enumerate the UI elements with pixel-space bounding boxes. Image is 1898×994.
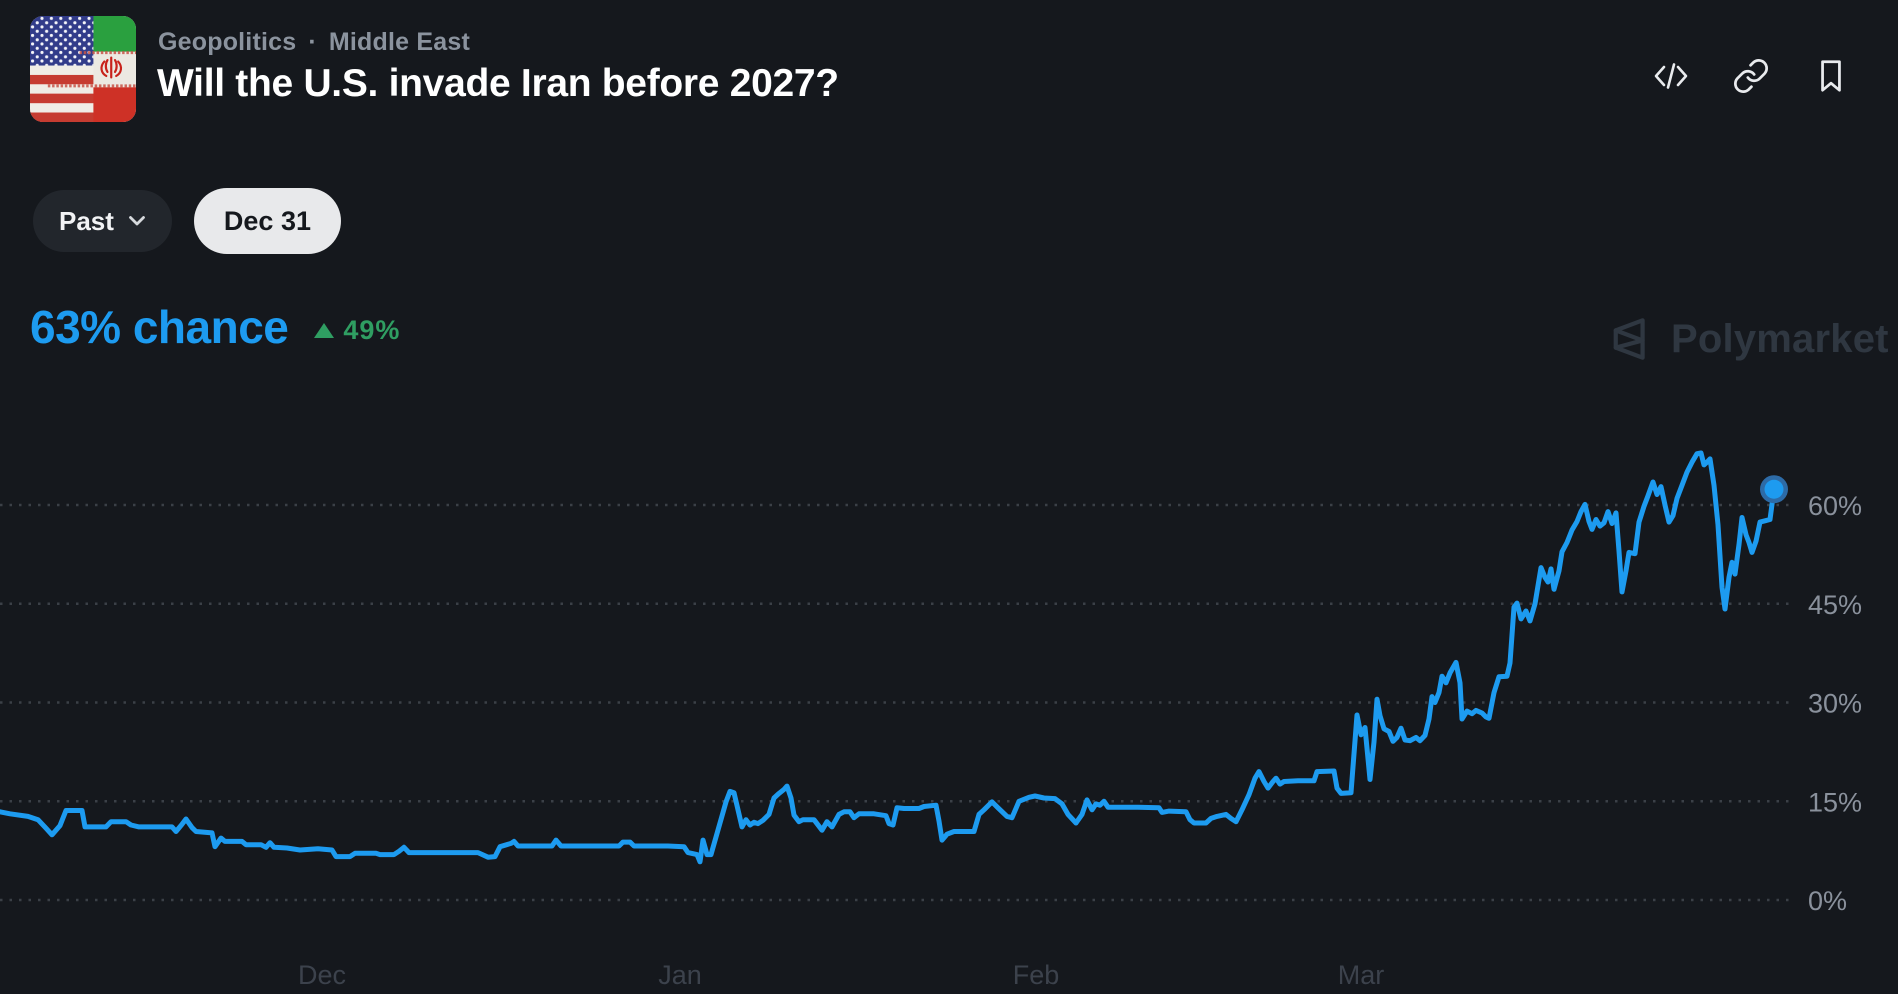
market-stats: 63% chance 49% xyxy=(30,300,400,354)
chart-filters: Past Dec 31 xyxy=(33,188,341,254)
price-line[interactable] xyxy=(0,450,1777,865)
y-axis-label-0: 0% xyxy=(1808,886,1847,916)
y-axis-label-45: 45% xyxy=(1808,590,1862,620)
embed-button[interactable] xyxy=(1652,57,1690,95)
market-title: Will the U.S. invade Iran before 2027? xyxy=(157,62,839,105)
current-point-dot[interactable] xyxy=(1764,479,1784,499)
bookmark-button[interactable] xyxy=(1812,57,1850,95)
breadcrumb-subcategory[interactable]: Middle East xyxy=(328,28,470,56)
date-filter-button[interactable]: Dec 31 xyxy=(193,188,341,254)
chance-value: 63% chance xyxy=(30,301,289,353)
x-axis-label-jan: Jan xyxy=(658,960,702,990)
link-icon xyxy=(1734,59,1768,93)
market-avatar xyxy=(30,16,136,122)
x-axis-label-dec: Dec xyxy=(298,960,346,990)
chevron-down-icon xyxy=(129,216,145,226)
us-stripes xyxy=(30,65,94,122)
y-axis-label-30: 30% xyxy=(1808,689,1862,719)
price-change-value: 49% xyxy=(343,314,401,345)
polymarket-brand-text: Polymarket xyxy=(1671,316,1889,361)
embed-code-icon xyxy=(1654,63,1688,89)
y-axis-label-15: 15% xyxy=(1808,787,1862,817)
date-filter-label: Dec 31 xyxy=(223,205,311,236)
price-change-badge: 49% xyxy=(314,315,400,346)
x-axis-label-mar: Mar xyxy=(1338,960,1385,990)
polymarket-watermark: Polymarket xyxy=(1610,312,1889,366)
triangle-up-icon xyxy=(314,322,335,338)
polymarket-logo-icon xyxy=(1613,318,1645,360)
breadcrumb: Geopolitics · Middle East xyxy=(158,28,470,57)
y-axis-label-60: 60% xyxy=(1808,491,1862,521)
bookmark-icon xyxy=(1821,60,1841,92)
time-range-dropdown[interactable]: Past xyxy=(33,190,172,252)
iran-emblem xyxy=(100,56,123,79)
us-iran-flag-image xyxy=(30,16,136,122)
breadcrumb-category[interactable]: Geopolitics xyxy=(158,28,297,56)
time-range-label: Past xyxy=(59,205,114,236)
breadcrumb-separator: · xyxy=(308,28,317,56)
header-actions xyxy=(1652,57,1850,95)
x-axis-label-feb: Feb xyxy=(1013,960,1060,990)
copy-link-button[interactable] xyxy=(1732,57,1770,95)
